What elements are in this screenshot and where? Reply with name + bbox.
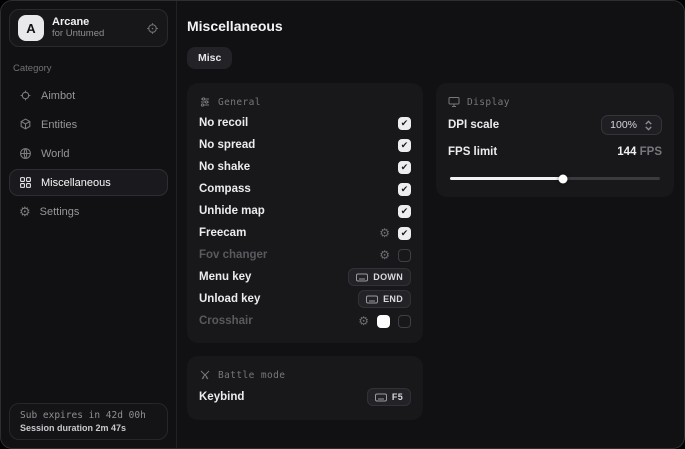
- category-label: Category: [13, 63, 52, 74]
- setting-row: Menu key DOWN: [199, 266, 411, 288]
- unfold-icon: [645, 119, 652, 131]
- app-subtitle: for Untumed: [52, 27, 105, 39]
- grid-icon: [19, 176, 32, 189]
- page-title: Miscellaneous: [187, 18, 283, 34]
- no-shake-checkbox[interactable]: [398, 160, 411, 174]
- keyboard-icon: [366, 295, 379, 303]
- monitor-icon: [448, 96, 460, 108]
- setting-row: Keybind F5: [199, 385, 411, 409]
- app-header-card: A Arcane for Untumed: [9, 9, 168, 47]
- sidebar-item-label: Entities: [41, 118, 78, 131]
- slider-thumb[interactable]: [558, 174, 568, 183]
- freecam-checkbox[interactable]: [398, 226, 411, 240]
- tab-bar: Misc: [187, 47, 670, 69]
- dpi-scale-select[interactable]: 100%: [601, 115, 662, 135]
- crosshair-icon: [19, 89, 32, 102]
- setting-label: Unhide map: [199, 205, 265, 217]
- setting-row: Unload key END: [199, 288, 411, 310]
- gear-icon: ⚙: [19, 203, 31, 219]
- gear-icon[interactable]: ⚙: [379, 248, 390, 262]
- sidebar-item-label: Settings: [39, 205, 80, 218]
- compass-checkbox[interactable]: [398, 182, 411, 196]
- setting-row: No recoil: [199, 112, 411, 134]
- sidebar-nav: Aimbot Entities World: [9, 82, 168, 225]
- battle-mode-panel: Battle mode Keybind F5: [187, 356, 423, 420]
- setting-label: No shake: [199, 161, 251, 173]
- setting-label: Menu key: [199, 271, 252, 283]
- main-content: Miscellaneous Misc General: [178, 1, 684, 448]
- setting-label: FPS limit: [448, 146, 498, 158]
- sidebar-item-world[interactable]: World: [9, 140, 168, 167]
- sidebar-item-entities[interactable]: Entities: [9, 111, 168, 138]
- gear-icon[interactable]: ⚙: [358, 314, 369, 328]
- sidebar-item-label: World: [41, 147, 70, 160]
- setting-row: No shake: [199, 156, 411, 178]
- general-panel: General No recoil No spread No shake: [187, 83, 423, 343]
- avatar: A: [18, 15, 44, 41]
- tab-misc[interactable]: Misc: [187, 47, 233, 69]
- no-recoil-checkbox[interactable]: [398, 116, 411, 130]
- slider-fill: [450, 177, 564, 180]
- display-panel: Display DPI scale 100% FPS limit: [436, 83, 674, 197]
- target-icon[interactable]: [146, 22, 159, 35]
- keyboard-icon: [356, 273, 369, 281]
- setting-row: Freecam ⚙: [199, 222, 411, 244]
- setting-row: Unhide map: [199, 200, 411, 222]
- swords-icon: [199, 369, 211, 381]
- setting-row: Compass: [199, 178, 411, 200]
- battle-keybind-button[interactable]: F5: [366, 388, 411, 406]
- setting-row: No spread: [199, 134, 411, 156]
- setting-label: Crosshair: [199, 315, 253, 327]
- fps-limit-value: 144 FPS: [617, 146, 662, 158]
- setting-label: Compass: [199, 183, 251, 195]
- cube-icon: [19, 118, 32, 131]
- fov-changer-checkbox[interactable]: [398, 248, 411, 262]
- subscription-card: Sub expires in 42d 00h Session duration …: [9, 403, 168, 440]
- setting-label: Fov changer: [199, 249, 268, 261]
- fps-limit-slider[interactable]: [450, 174, 660, 183]
- setting-label: No spread: [199, 139, 256, 151]
- sidebar-item-aimbot[interactable]: Aimbot: [9, 82, 168, 109]
- sidebar: A Arcane for Untumed Category Ai: [1, 1, 177, 448]
- setting-row: Crosshair ⚙: [199, 310, 411, 332]
- sidebar-item-miscellaneous[interactable]: Miscellaneous: [9, 169, 168, 196]
- keyboard-icon: [374, 393, 387, 401]
- sidebar-item-settings[interactable]: ⚙ Settings: [9, 198, 168, 225]
- unload-keybind-button[interactable]: END: [358, 290, 411, 308]
- gear-icon[interactable]: ⚙: [379, 226, 390, 240]
- setting-row: DPI scale 100%: [448, 112, 662, 138]
- no-spread-checkbox[interactable]: [398, 138, 411, 152]
- sliders-icon: [199, 96, 211, 108]
- sidebar-item-label: Aimbot: [41, 89, 76, 102]
- setting-label: Freecam: [199, 227, 247, 239]
- setting-label: Unload key: [199, 293, 261, 305]
- globe-icon: [19, 147, 32, 160]
- crosshair-checkbox[interactable]: [398, 314, 411, 328]
- session-duration-text: Session duration 2m 47s: [20, 423, 127, 433]
- sub-expiry-text: Sub expires in 42d 00h: [20, 410, 146, 421]
- crosshair-color-swatch[interactable]: [377, 314, 390, 328]
- setting-label: DPI scale: [448, 119, 500, 131]
- setting-label: Keybind: [199, 391, 245, 403]
- unhide-map-checkbox[interactable]: [398, 204, 411, 218]
- setting-label: No recoil: [199, 117, 249, 129]
- setting-row: FPS limit 144 FPS: [448, 140, 662, 164]
- sidebar-item-label: Miscellaneous: [41, 176, 111, 189]
- menu-keybind-button[interactable]: DOWN: [348, 268, 411, 286]
- app-title: Arcane: [52, 16, 90, 29]
- panel-title: Battle mode: [218, 369, 286, 381]
- panel-title: General: [218, 96, 261, 108]
- setting-row: Fov changer ⚙: [199, 244, 411, 266]
- panel-title: Display: [467, 96, 510, 108]
